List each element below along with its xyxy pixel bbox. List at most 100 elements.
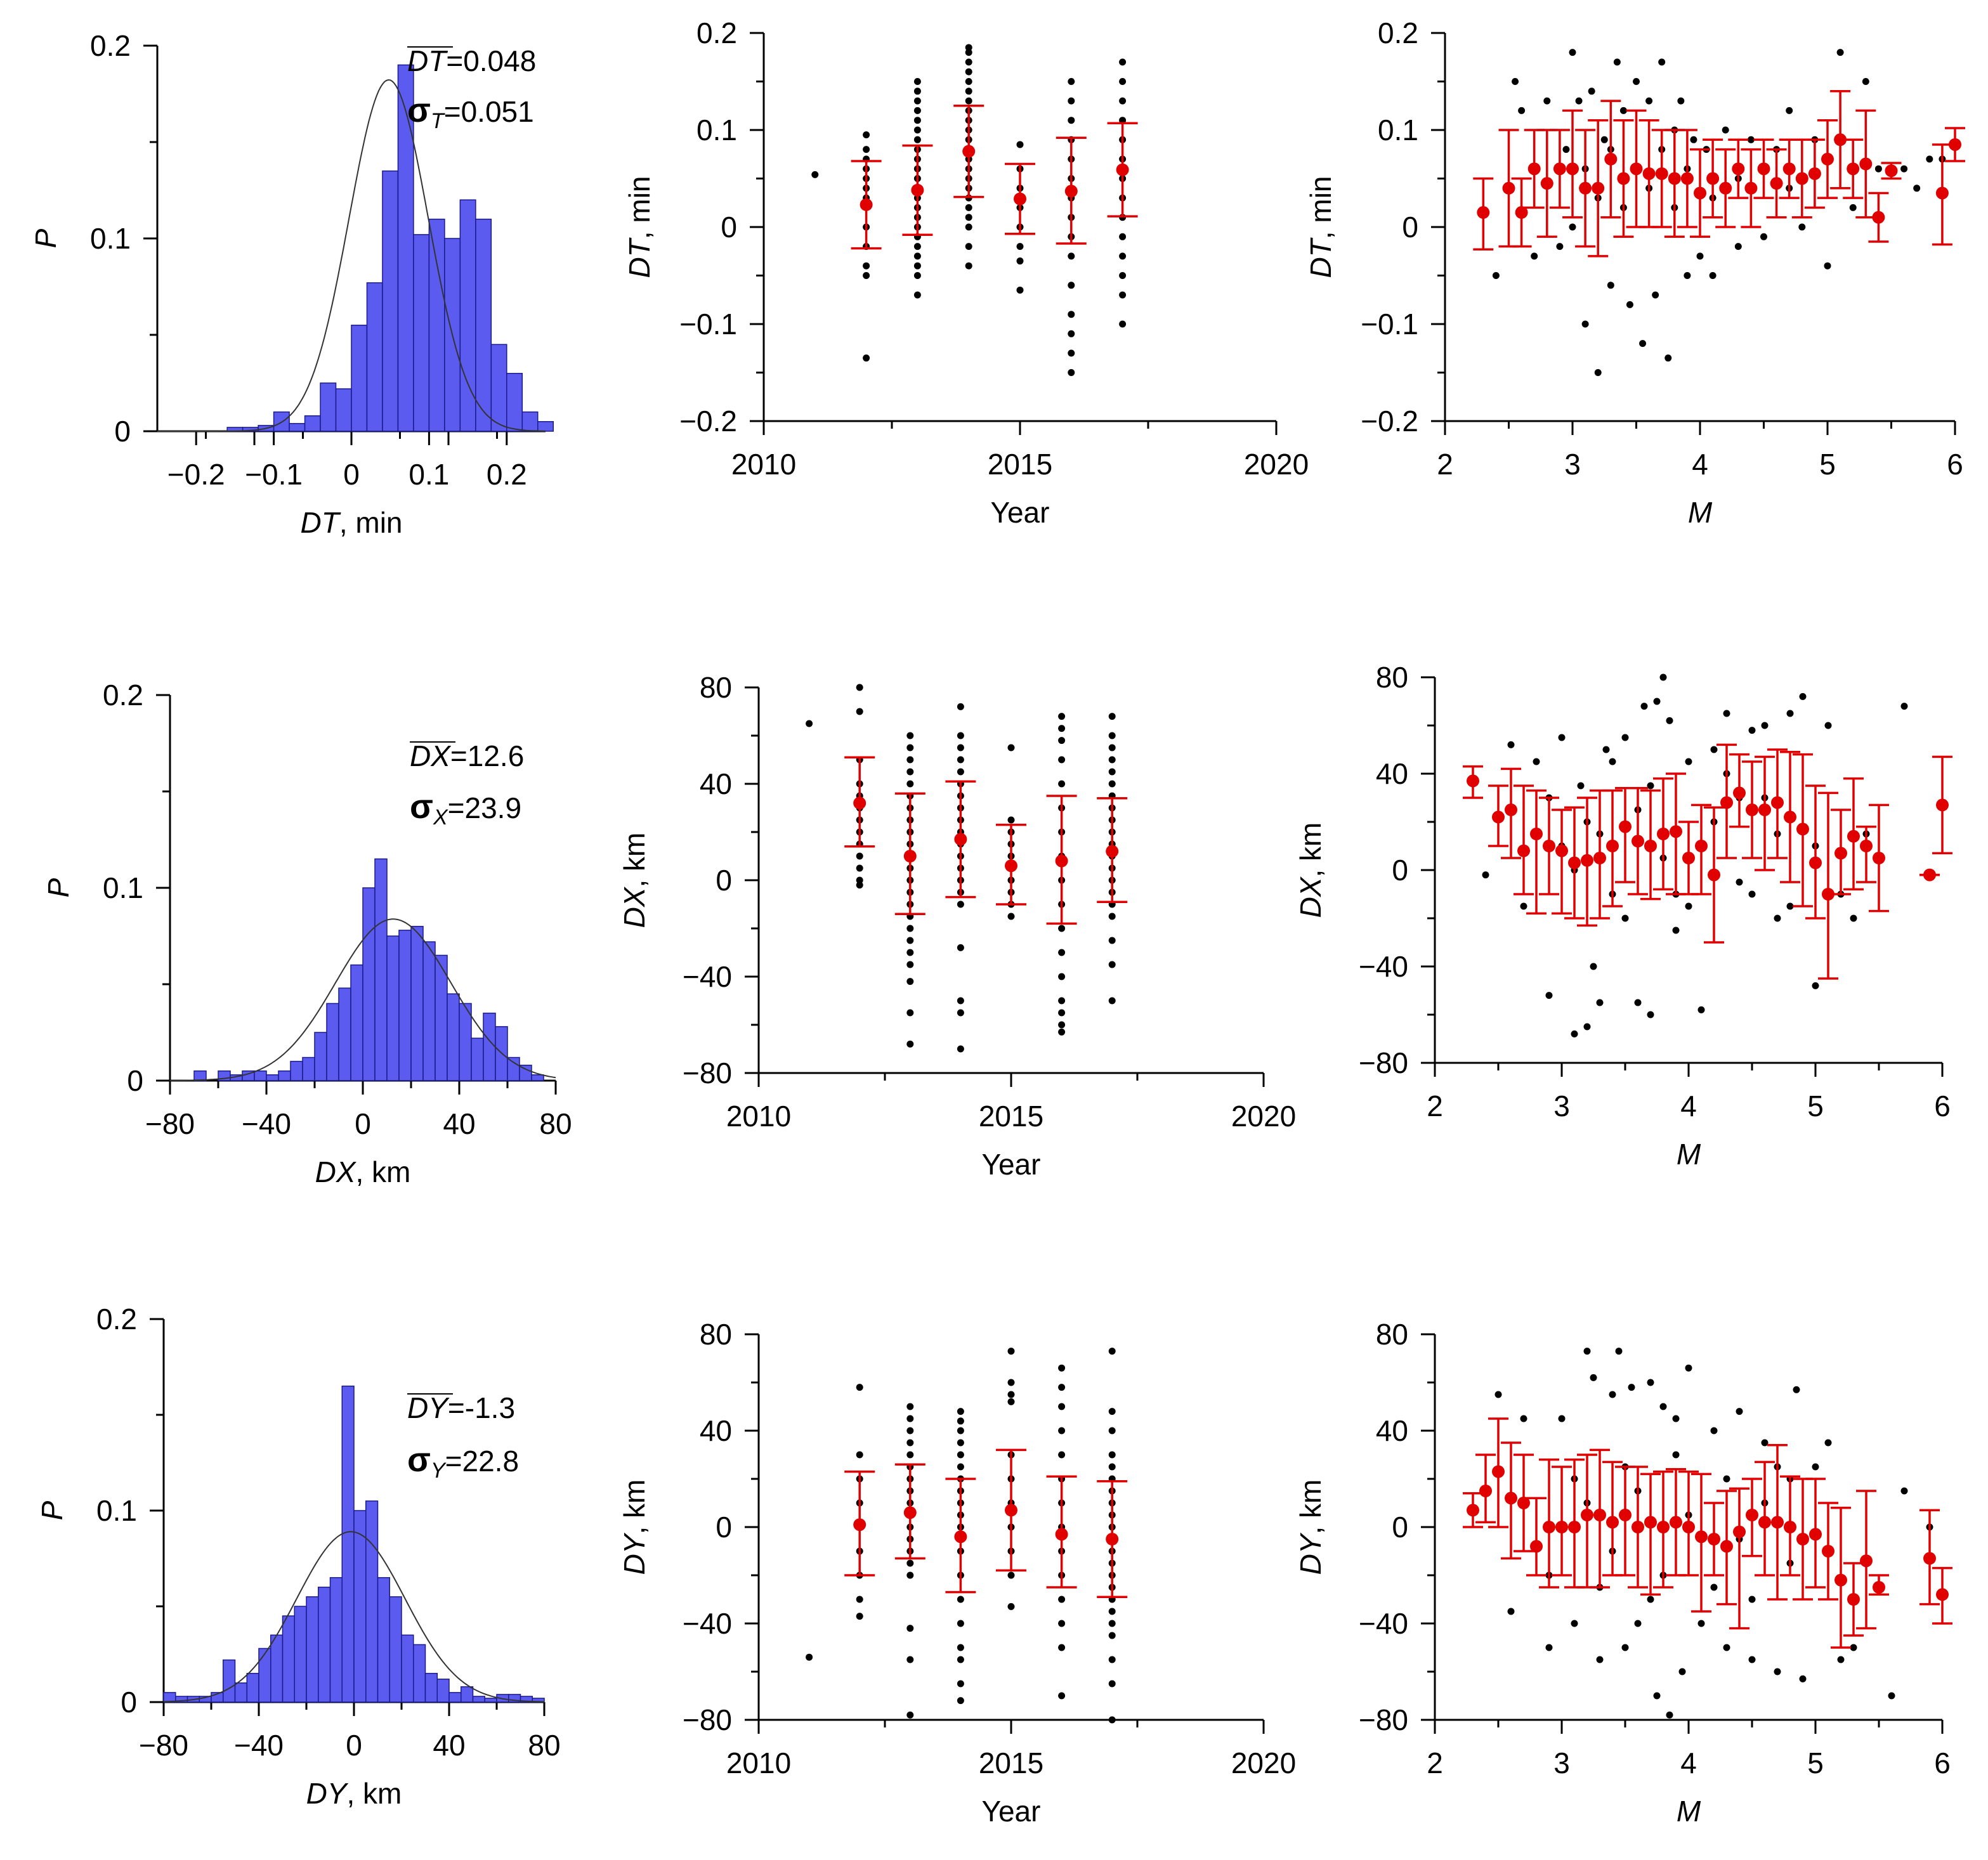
y-axis-label-unit: , km — [618, 833, 651, 888]
histogram-bar — [428, 218, 445, 432]
data-point — [1068, 282, 1075, 289]
data-point — [1590, 1374, 1597, 1381]
data-point — [1016, 257, 1024, 265]
data-point — [1736, 878, 1743, 886]
x-tick-label: 3 — [1553, 1746, 1570, 1779]
error-bar — [1005, 162, 1035, 235]
data-point — [906, 732, 914, 739]
y-tick-label: −0.2 — [1361, 405, 1418, 438]
data-point — [913, 272, 921, 279]
x-axis-label: Year — [982, 1148, 1041, 1181]
mean-marker — [1936, 1588, 1949, 1601]
data-point — [1068, 97, 1075, 105]
mean-marker — [1055, 1528, 1068, 1541]
y-tick-label: 80 — [700, 671, 732, 704]
mean-marker — [1708, 1533, 1720, 1545]
data-point — [1672, 927, 1680, 934]
mean-marker — [1695, 840, 1708, 852]
data-point — [1633, 78, 1640, 85]
mean-marker — [1744, 181, 1758, 195]
mean-marker — [1668, 172, 1681, 185]
data-point — [965, 223, 972, 231]
y-tick-label: −40 — [1359, 950, 1408, 983]
data-point — [1634, 1620, 1642, 1627]
error-bar — [1056, 136, 1087, 245]
mean-marker — [1923, 868, 1936, 881]
x-tick-label: 2010 — [731, 448, 796, 481]
y-tick-label: 0.1 — [90, 222, 131, 255]
mean-marker — [853, 797, 866, 810]
mean-marker — [1632, 835, 1644, 848]
y-tick-label: 0 — [1392, 854, 1408, 887]
x-tick-label: 80 — [528, 1729, 560, 1762]
mean-marker — [1746, 803, 1758, 816]
data-point — [1543, 97, 1551, 105]
x-tick-label: 4 — [1680, 1746, 1697, 1779]
error-bar — [1626, 109, 1647, 228]
histogram-bar — [294, 1606, 307, 1703]
error-bar — [1524, 129, 1545, 209]
mean-marker — [1606, 1516, 1619, 1529]
mean-marker — [1782, 162, 1796, 176]
data-point — [1913, 185, 1921, 192]
x-tick-label: 0.2 — [487, 458, 527, 491]
error-bar — [1514, 784, 1534, 895]
normal-fit-curve — [157, 79, 546, 432]
mean-marker — [1809, 856, 1822, 869]
histogram-bar — [353, 1510, 367, 1703]
error-bar — [844, 756, 875, 848]
data-point — [1119, 272, 1127, 279]
data-point — [1119, 78, 1127, 85]
mean-marker — [1505, 1492, 1517, 1505]
error-bar — [1590, 789, 1610, 920]
data-point — [957, 1439, 964, 1447]
sigma-subscript: X — [433, 805, 448, 829]
histogram-bar — [444, 238, 461, 432]
y-axis-label: DT, min — [1304, 176, 1337, 278]
mean-marker — [911, 183, 924, 197]
data-point — [1710, 1427, 1718, 1434]
error-bar — [1107, 122, 1138, 218]
data-point — [1672, 1415, 1680, 1422]
mean-marker — [1758, 1516, 1771, 1529]
data-point — [1058, 1427, 1066, 1434]
mean-marker — [1872, 211, 1885, 224]
mean-marker — [1517, 844, 1530, 857]
x-tick-label: 6 — [1934, 1746, 1951, 1779]
histogram-bar — [329, 1577, 343, 1703]
mean-marker — [1467, 774, 1479, 788]
mean-marker — [1606, 840, 1619, 852]
error-bar — [1514, 1454, 1534, 1552]
histogram-bar — [282, 1615, 295, 1703]
x-axis-label-var: DY — [306, 1777, 349, 1810]
histogram-bar — [386, 935, 400, 1081]
mean-marker — [1619, 1509, 1632, 1521]
mean-marker — [1593, 852, 1606, 864]
mean-marker — [1809, 1528, 1822, 1541]
data-point — [1108, 713, 1116, 720]
mean-marker — [1568, 856, 1581, 869]
x-tick-label: 4 — [1680, 1089, 1697, 1122]
mean-marker — [1770, 177, 1783, 190]
data-point — [906, 1009, 914, 1017]
x-axis-label-var: DX — [315, 1155, 357, 1188]
data-point — [1058, 1364, 1066, 1372]
data-point — [856, 1451, 863, 1459]
data-point — [965, 204, 972, 211]
mean-marker — [1682, 852, 1695, 864]
error-bar — [1804, 138, 1825, 209]
error-bar — [1677, 129, 1697, 228]
mean-marker — [1657, 1521, 1670, 1533]
data-point — [1594, 369, 1602, 376]
histogram-bar — [365, 1500, 379, 1703]
error-bar — [1755, 755, 1775, 871]
error-bar — [1564, 1458, 1585, 1589]
error-bar — [1511, 177, 1532, 248]
mean-marker — [1834, 133, 1847, 146]
data-point — [1058, 1009, 1066, 1017]
data-point — [856, 708, 863, 715]
mean-marker — [1479, 1485, 1492, 1497]
data-point — [1058, 725, 1066, 732]
mean-marker — [1568, 1521, 1581, 1533]
x-axis-label: M — [1688, 496, 1713, 529]
